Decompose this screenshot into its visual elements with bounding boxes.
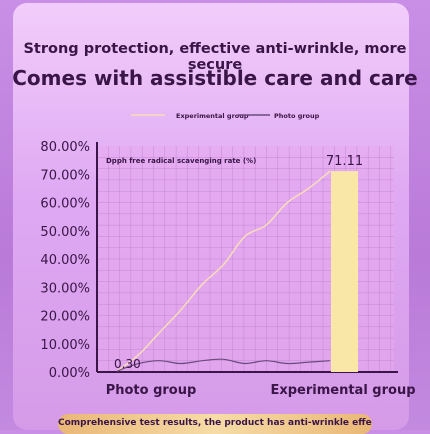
y-tick-label: 60.00% bbox=[40, 197, 90, 212]
y-tick-label: 20.00% bbox=[40, 310, 90, 325]
footer-banner: Comprehensive test results, the product … bbox=[58, 414, 372, 434]
y-tick-label: 50.00% bbox=[40, 225, 90, 240]
legend-label: Photo group bbox=[274, 112, 320, 120]
headline-title: Comes with assistible care and care bbox=[12, 66, 418, 90]
x-category-label: Experimental group bbox=[270, 383, 415, 398]
plot-area: 80.00% 70.00% 60.00% 50.00% 40.00% 30.00% 20.0… bbox=[40, 140, 415, 398]
chart-inner-title: Dpph free radical scavenging rate (%) bbox=[106, 157, 256, 165]
start-value-label: 0.30 bbox=[114, 357, 141, 371]
y-tick-label: 70.00% bbox=[40, 168, 90, 183]
chart-legend: Experimental group Photo group bbox=[131, 112, 320, 120]
y-tick-label: 80.00% bbox=[40, 140, 90, 155]
y-tick-label: 40.00% bbox=[40, 253, 90, 268]
series-line-photo bbox=[116, 358, 331, 372]
y-tick-label: 0.00% bbox=[49, 366, 90, 381]
y-tick-label: 30.00% bbox=[40, 281, 90, 296]
series-line-experimental bbox=[116, 170, 331, 372]
bar-value-label: 71.11 bbox=[326, 154, 363, 169]
footer-text: Comprehensive test results, the product … bbox=[58, 418, 372, 428]
headline-subtitle: Strong protection, effective anti-wrinkl… bbox=[23, 41, 407, 73]
legend-label: Experimental group bbox=[176, 112, 249, 120]
result-bar bbox=[331, 171, 358, 372]
x-category-label: Photo group bbox=[106, 383, 197, 398]
y-tick-label: 10.00% bbox=[40, 338, 90, 353]
